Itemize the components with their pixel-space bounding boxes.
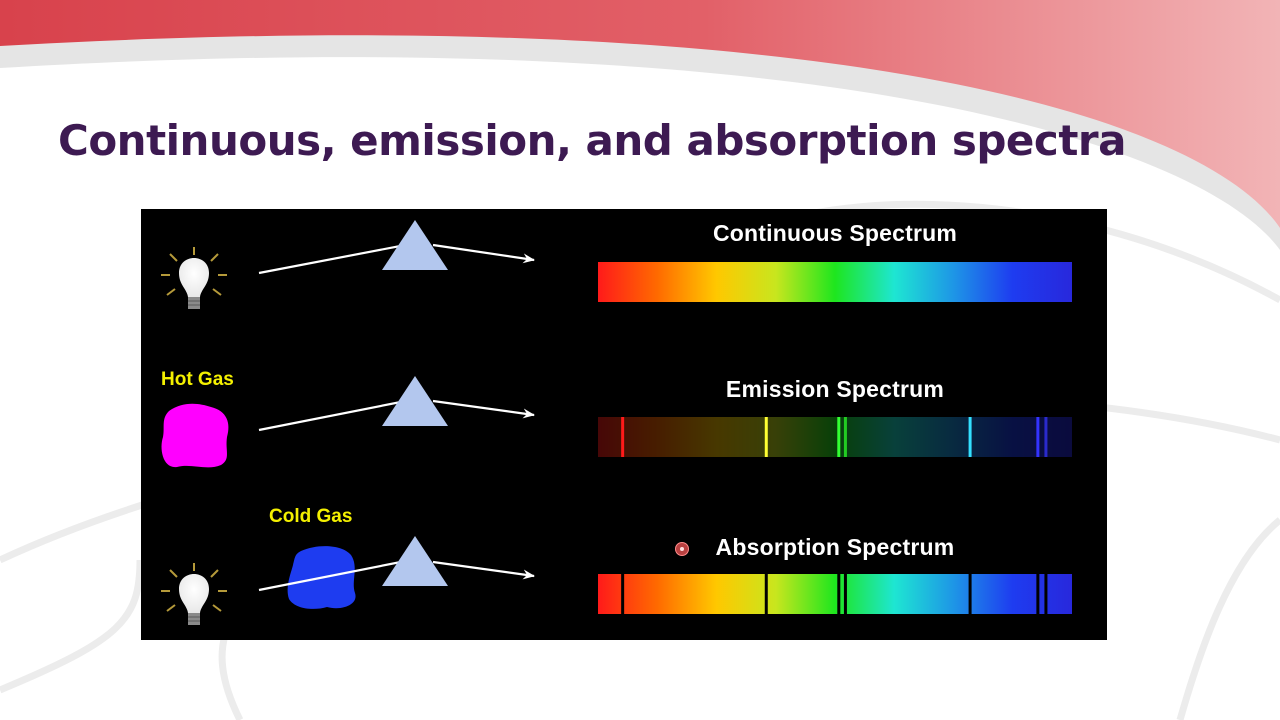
light-ray-in: [258, 397, 417, 432]
absorption-spectrum-title: Absorption Spectrum: [715, 534, 955, 560]
light-ray-in: [258, 557, 417, 592]
header-band: [0, 0, 1280, 228]
absorption-spectral-line: [1036, 574, 1040, 614]
emission-spectrum-title: Emission Spectrum: [725, 376, 945, 402]
emission-spectral-line: [968, 417, 972, 457]
absorption-spectral-line: [764, 574, 768, 614]
absorption-spectral-line: [837, 574, 841, 614]
emission-spectral-line: [1036, 417, 1040, 457]
laser-pointer-dot: [675, 542, 689, 556]
light-ray-out: [432, 560, 535, 580]
prism: [382, 376, 448, 426]
continuous-spectrum-title: Continuous Spectrum: [712, 220, 958, 246]
emission-spectral-line: [1044, 417, 1048, 457]
emission-spectral-line: [837, 417, 841, 457]
bulb-icon: [161, 563, 227, 625]
prism: [382, 220, 448, 270]
prism: [382, 536, 448, 586]
continuous-spectrum-bar: [598, 262, 1072, 302]
emission-spectral-line: [764, 417, 768, 457]
absorption-spectral-line: [968, 574, 972, 614]
light-ray-in: [258, 241, 417, 275]
spectra-diagram: Continuous Spectrum Emission Spectrum Ab…: [141, 209, 1107, 640]
hot-gas-label: Hot Gas: [161, 369, 234, 390]
bulb-icon: [161, 247, 227, 309]
emission-spectral-line: [843, 417, 847, 457]
spectrum-dim-overlay: [598, 417, 1072, 457]
light-ray-out: [432, 243, 535, 264]
spectrum-gradient: [598, 574, 1072, 614]
absorption-spectral-line: [843, 574, 847, 614]
light-ray-out: [432, 399, 535, 419]
absorption-spectral-line: [1044, 574, 1048, 614]
emission-spectrum-bar: [598, 417, 1072, 457]
cold-gas-label: Cold Gas: [269, 506, 353, 527]
slide-title: Continuous, emission, and absorption spe…: [58, 116, 1126, 165]
absorption-spectrum-bar: [598, 574, 1072, 614]
hot-gas-blob: [161, 403, 229, 468]
spectra-diagram-graphics: [161, 220, 1072, 625]
spectrum-gradient: [598, 262, 1072, 302]
emission-spectral-line: [621, 417, 625, 457]
absorption-spectral-line: [621, 574, 625, 614]
